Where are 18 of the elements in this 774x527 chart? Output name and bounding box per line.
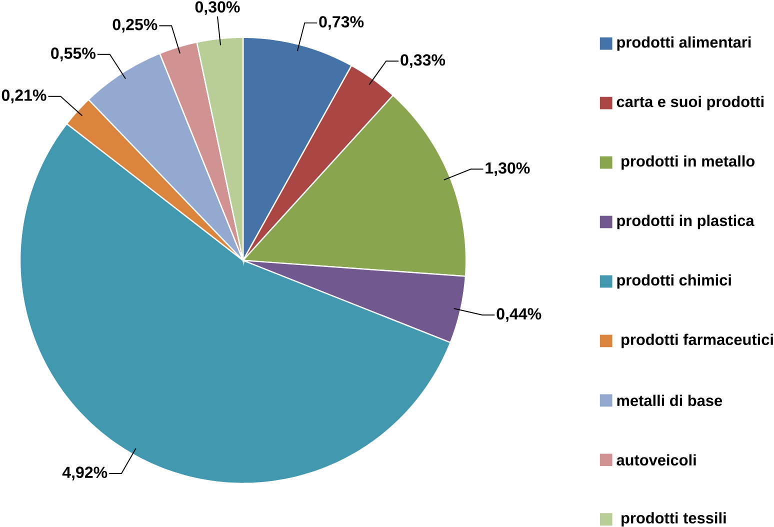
legend-label: carta e suoi prodotti xyxy=(616,96,764,110)
legend-label: metalli di base xyxy=(617,394,722,406)
data-label: 0,44% xyxy=(496,308,542,322)
legend-label: prodotti in metallo xyxy=(622,156,755,170)
legend-label: prodotti farmaceutici xyxy=(622,334,773,348)
legend-label: prodotti tessili xyxy=(622,512,726,527)
data-label: 1,30% xyxy=(486,162,530,176)
data-label: 0,21% xyxy=(2,90,46,104)
data-label: 0,73% xyxy=(319,16,364,30)
legend-label: prodotti alimentari xyxy=(617,36,751,51)
data-label: 0,55% xyxy=(51,48,96,62)
data-label: 0,30% xyxy=(195,1,240,16)
legend-label: prodotti in plastica xyxy=(617,215,754,230)
data-label: 0,33% xyxy=(400,54,446,68)
legend-label: autoveicoli xyxy=(616,454,696,466)
data-label: 0,25% xyxy=(112,19,158,33)
data-label: 4,92% xyxy=(62,466,108,481)
legend-label: prodotti chimici xyxy=(617,274,731,289)
